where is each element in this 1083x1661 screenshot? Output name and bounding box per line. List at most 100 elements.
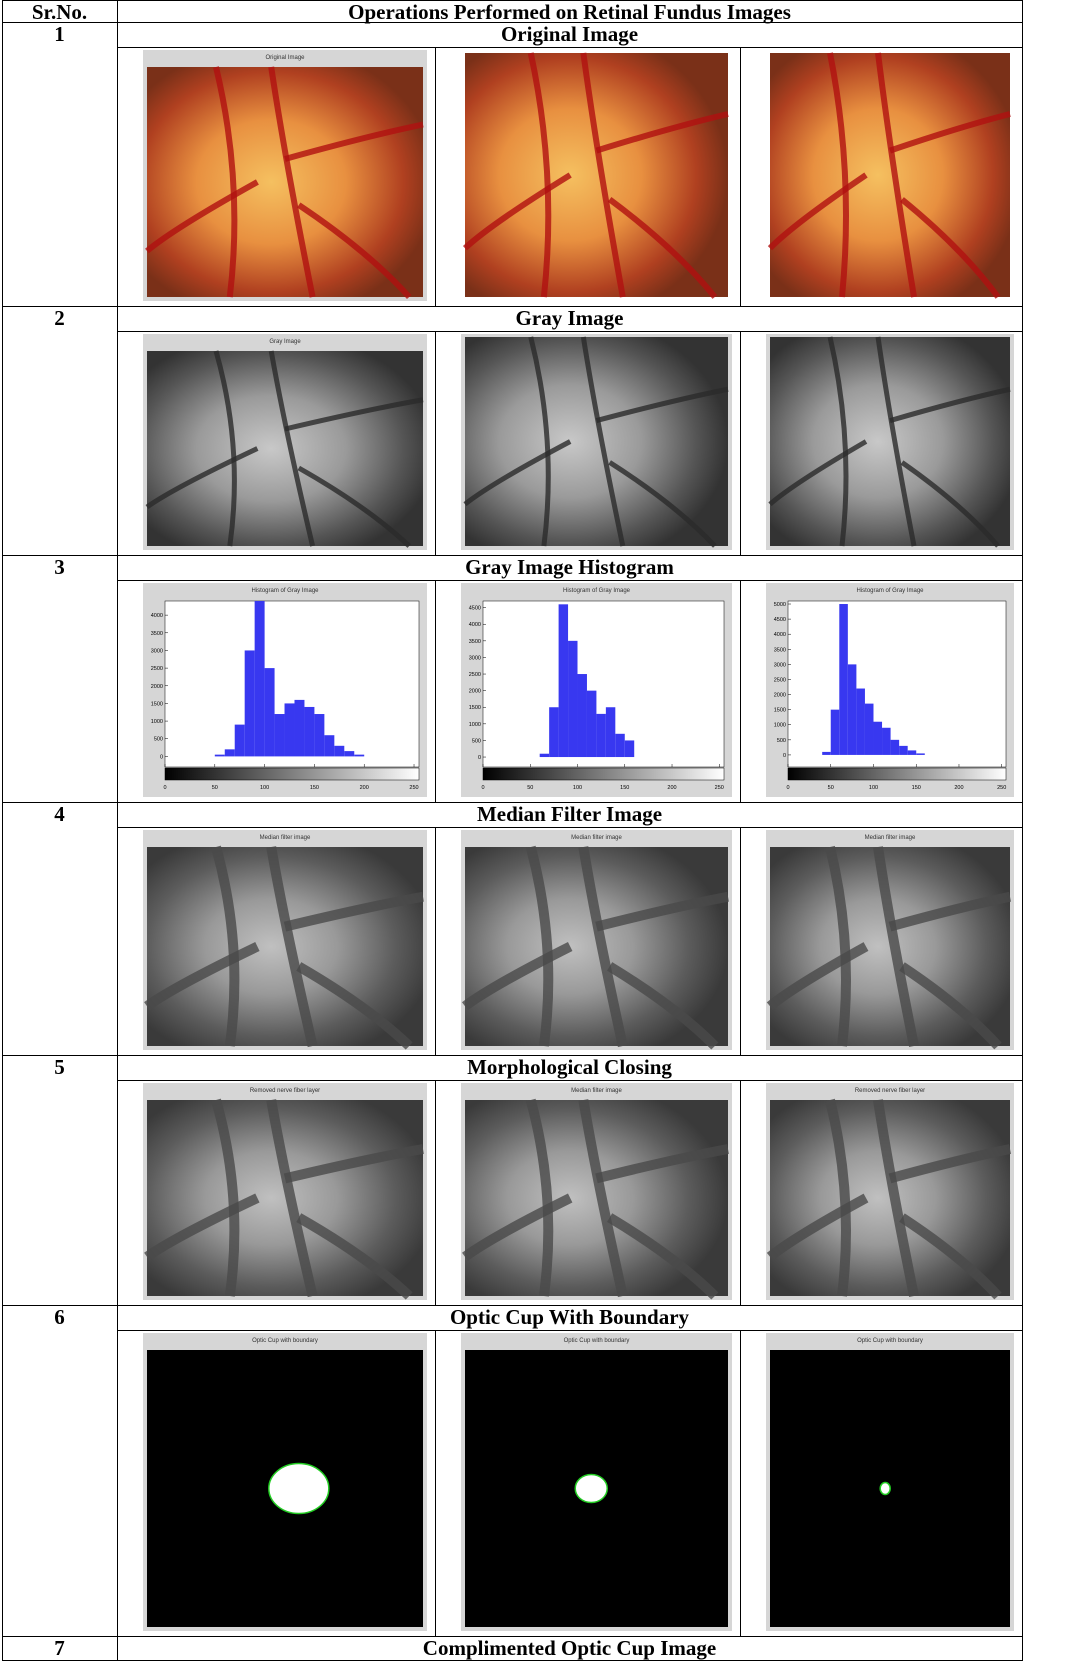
x-tick-label: 50 [828, 785, 834, 791]
table-border [117, 0, 118, 1661]
vessel [284, 121, 424, 162]
y-tick-label: 2000 [469, 689, 481, 695]
image-caption: Histogram of Gray Image [251, 588, 319, 594]
histogram-bar [264, 668, 275, 757]
row-number: 2 [54, 306, 65, 330]
vessel [607, 196, 718, 299]
table-border [2, 306, 1022, 307]
histogram-bar [214, 754, 225, 757]
vessel [900, 197, 1001, 299]
image-panel: Median filter image [461, 830, 732, 1050]
vessel [608, 460, 717, 548]
vessel [595, 386, 729, 424]
y-tick-label: 4500 [469, 606, 481, 612]
image-panel [766, 334, 1014, 550]
y-tick-label: 5000 [774, 602, 786, 608]
vessel [873, 1099, 919, 1297]
table-border [435, 331, 436, 555]
histogram-bar [890, 739, 900, 755]
table-border [740, 331, 741, 555]
y-tick-label: 500 [777, 738, 786, 744]
vessel [767, 172, 868, 251]
x-tick-label: 0 [481, 785, 484, 791]
table-border [1022, 0, 1023, 1661]
table-border [2, 1636, 1022, 1637]
histogram-bar [224, 749, 235, 757]
colorbar [482, 767, 725, 781]
image-panel: Histogram of Gray Image05001000150020002… [461, 583, 732, 797]
x-tick-label: 200 [667, 785, 676, 791]
table-border [740, 580, 741, 802]
image-panel [766, 50, 1014, 301]
vessel [766, 1193, 869, 1261]
header-operation: Operations Performed on Retinal Fundus I… [348, 0, 791, 24]
vessel [580, 336, 626, 547]
x-tick-label: 250 [715, 785, 724, 791]
row-number: 1 [54, 22, 65, 46]
vessel [144, 1193, 260, 1261]
histogram-bar [234, 724, 245, 757]
table-border [117, 1330, 1022, 1331]
vessel [266, 846, 318, 1048]
histogram-bar [899, 745, 908, 755]
image-caption: Optic Cup with boundary [252, 1338, 318, 1344]
histogram-bar [274, 714, 285, 757]
image-panel: Removed nerve fiber layer [766, 1083, 1014, 1300]
histogram-bar [284, 703, 295, 757]
vessel [144, 941, 260, 1011]
x-tick-label: 50 [527, 785, 533, 791]
row-operation: Gray Image [515, 306, 624, 330]
image-panel: Original Image [143, 50, 427, 301]
x-tick-label: 250 [997, 785, 1006, 791]
x-tick-label: 150 [912, 785, 921, 791]
histogram-bar [558, 604, 569, 758]
histogram-bar [624, 740, 635, 758]
vessel [595, 891, 729, 932]
vessel [825, 1098, 851, 1297]
image-panel: Optic Cup with boundary [461, 1333, 732, 1631]
y-tick-label: 2500 [774, 677, 786, 683]
vessel [899, 1213, 1002, 1300]
vessel [525, 845, 554, 1047]
histogram-bar [314, 714, 325, 757]
histogram-bar [916, 753, 925, 755]
vessel [461, 942, 573, 1011]
histogram-bar [864, 703, 874, 755]
histogram-bar [907, 750, 917, 755]
y-tick-label: 3000 [469, 655, 481, 661]
y-tick-label: 3500 [774, 647, 786, 653]
image-caption: Median filter image [571, 1088, 622, 1094]
row-number: 7 [54, 1636, 65, 1660]
colorbar [164, 767, 420, 781]
vessel [595, 1144, 729, 1184]
image-panel [461, 334, 732, 550]
histogram-bar [839, 604, 848, 755]
histogram-bar [586, 690, 597, 758]
vessel [825, 845, 851, 1047]
image-caption: Optic Cup with boundary [857, 1338, 923, 1344]
histogram-bar [847, 664, 857, 755]
vessel [211, 1098, 240, 1297]
fundus-image [147, 67, 423, 297]
y-tick-label: 3500 [151, 631, 163, 637]
vessel [211, 845, 240, 1047]
vessel [888, 1144, 1012, 1184]
row-number: 3 [54, 555, 65, 579]
image-caption: Optic Cup with boundary [564, 1338, 630, 1344]
y-tick-label: 4500 [774, 617, 786, 623]
histogram-bar [254, 601, 265, 757]
histogram-bar [605, 707, 616, 758]
image-panel: Removed nerve fiber layer [143, 1083, 427, 1300]
histogram-bar [549, 707, 559, 758]
histogram-bar [596, 713, 606, 758]
y-tick-label: 0 [160, 754, 163, 760]
fundus-image [770, 53, 1010, 297]
y-tick-label: 0 [783, 753, 786, 759]
y-tick-label: 1000 [469, 722, 481, 728]
histogram-bar [344, 751, 355, 757]
x-tick-label: 0 [163, 785, 166, 791]
histogram-bar [822, 751, 831, 755]
vessel [607, 1213, 719, 1300]
bars [539, 604, 635, 758]
